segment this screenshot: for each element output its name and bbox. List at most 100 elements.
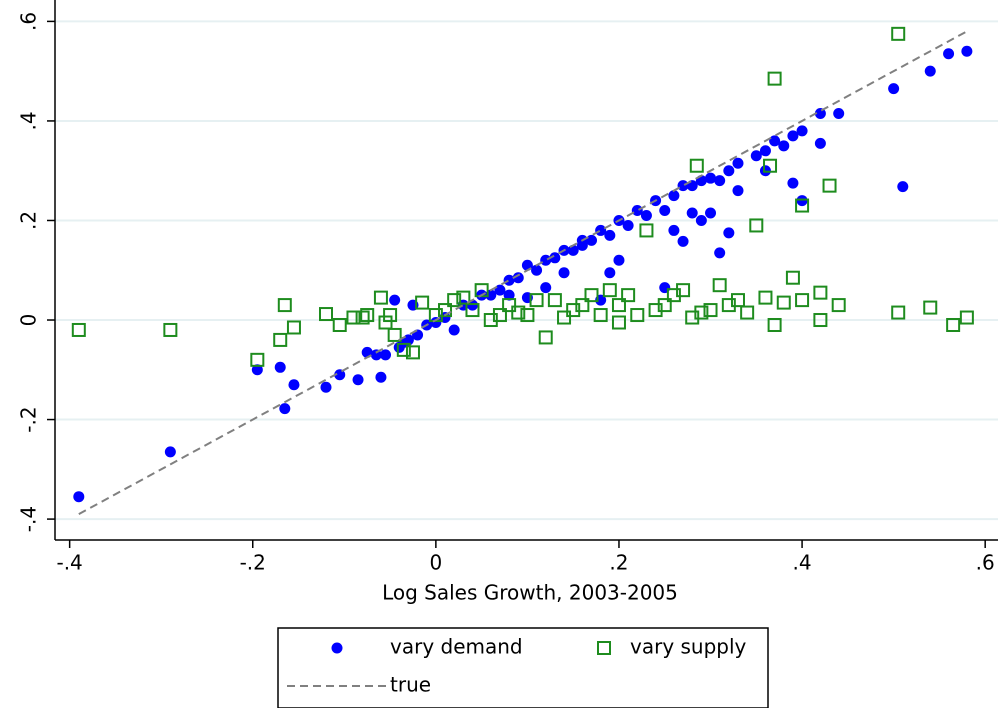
point	[705, 172, 717, 184]
point	[630, 308, 645, 323]
point	[730, 293, 745, 308]
x-tick-label: -.4	[56, 551, 82, 575]
point	[73, 491, 85, 503]
legend-marker	[597, 641, 611, 655]
point	[622, 219, 634, 231]
point	[465, 303, 480, 318]
point	[659, 205, 671, 217]
point	[360, 308, 375, 323]
point	[813, 313, 828, 328]
y-tick-label: -.2	[17, 406, 41, 432]
point	[959, 310, 974, 325]
point	[796, 195, 808, 207]
point	[503, 289, 515, 301]
point	[273, 332, 288, 347]
point	[163, 322, 178, 337]
point	[318, 307, 333, 322]
point	[778, 140, 790, 152]
point	[831, 298, 846, 313]
legend-label: vary demand	[390, 635, 523, 659]
point	[352, 374, 364, 386]
point	[355, 310, 370, 325]
point	[373, 290, 388, 305]
point	[677, 180, 689, 192]
point	[277, 298, 292, 313]
point	[888, 83, 900, 95]
point	[274, 361, 286, 373]
point	[705, 207, 717, 219]
y-tick-label: .2	[17, 211, 41, 230]
y-tick-label: .6	[17, 12, 41, 31]
point	[576, 239, 588, 251]
legend-box	[277, 627, 769, 708]
point	[346, 310, 361, 325]
point	[813, 285, 828, 300]
point	[456, 290, 471, 305]
point	[759, 145, 771, 157]
point	[611, 315, 626, 330]
point	[370, 349, 382, 361]
point	[640, 210, 652, 222]
point	[767, 317, 782, 332]
x-tick-label: -.2	[240, 551, 266, 575]
point	[668, 224, 680, 236]
point	[595, 224, 607, 236]
point	[631, 205, 643, 217]
point	[749, 218, 764, 233]
point	[714, 247, 726, 259]
point	[723, 227, 735, 239]
point	[396, 342, 411, 357]
point	[732, 185, 744, 197]
point	[279, 403, 291, 415]
point	[796, 125, 808, 137]
point	[648, 303, 663, 318]
point	[795, 198, 810, 213]
x-tick-label: .4	[793, 551, 812, 575]
point	[540, 254, 552, 266]
point	[767, 71, 782, 86]
point	[549, 252, 561, 264]
x-axis-title: Log Sales Growth, 2003-2005	[382, 581, 678, 605]
point	[712, 278, 727, 293]
point	[763, 158, 778, 173]
point	[483, 313, 498, 328]
point	[604, 267, 616, 279]
point	[740, 305, 755, 320]
x-tick-label: 0	[429, 551, 442, 575]
point	[639, 223, 654, 238]
point	[703, 303, 718, 318]
point	[557, 310, 572, 325]
point	[795, 293, 810, 308]
point	[668, 190, 680, 202]
point	[769, 135, 781, 147]
point	[288, 379, 300, 391]
x-tick-label: .2	[609, 551, 628, 575]
point	[575, 298, 590, 313]
point	[415, 295, 430, 310]
point	[676, 283, 691, 298]
point	[520, 308, 535, 323]
point	[814, 137, 826, 149]
point	[250, 352, 265, 367]
point	[694, 305, 709, 320]
point	[611, 298, 626, 313]
point	[566, 303, 581, 318]
point	[833, 107, 845, 119]
point	[695, 214, 707, 226]
point	[759, 165, 771, 177]
point	[383, 308, 398, 323]
point	[405, 345, 420, 360]
point	[538, 330, 553, 345]
legend-label: vary supply	[630, 635, 747, 659]
x-tick-label: .6	[976, 551, 995, 575]
point	[602, 283, 617, 298]
point	[961, 45, 973, 57]
y-tick-label: .4	[17, 111, 41, 130]
point	[430, 317, 442, 329]
point	[512, 272, 524, 284]
point	[686, 207, 698, 219]
point	[677, 235, 689, 247]
point	[621, 288, 636, 303]
